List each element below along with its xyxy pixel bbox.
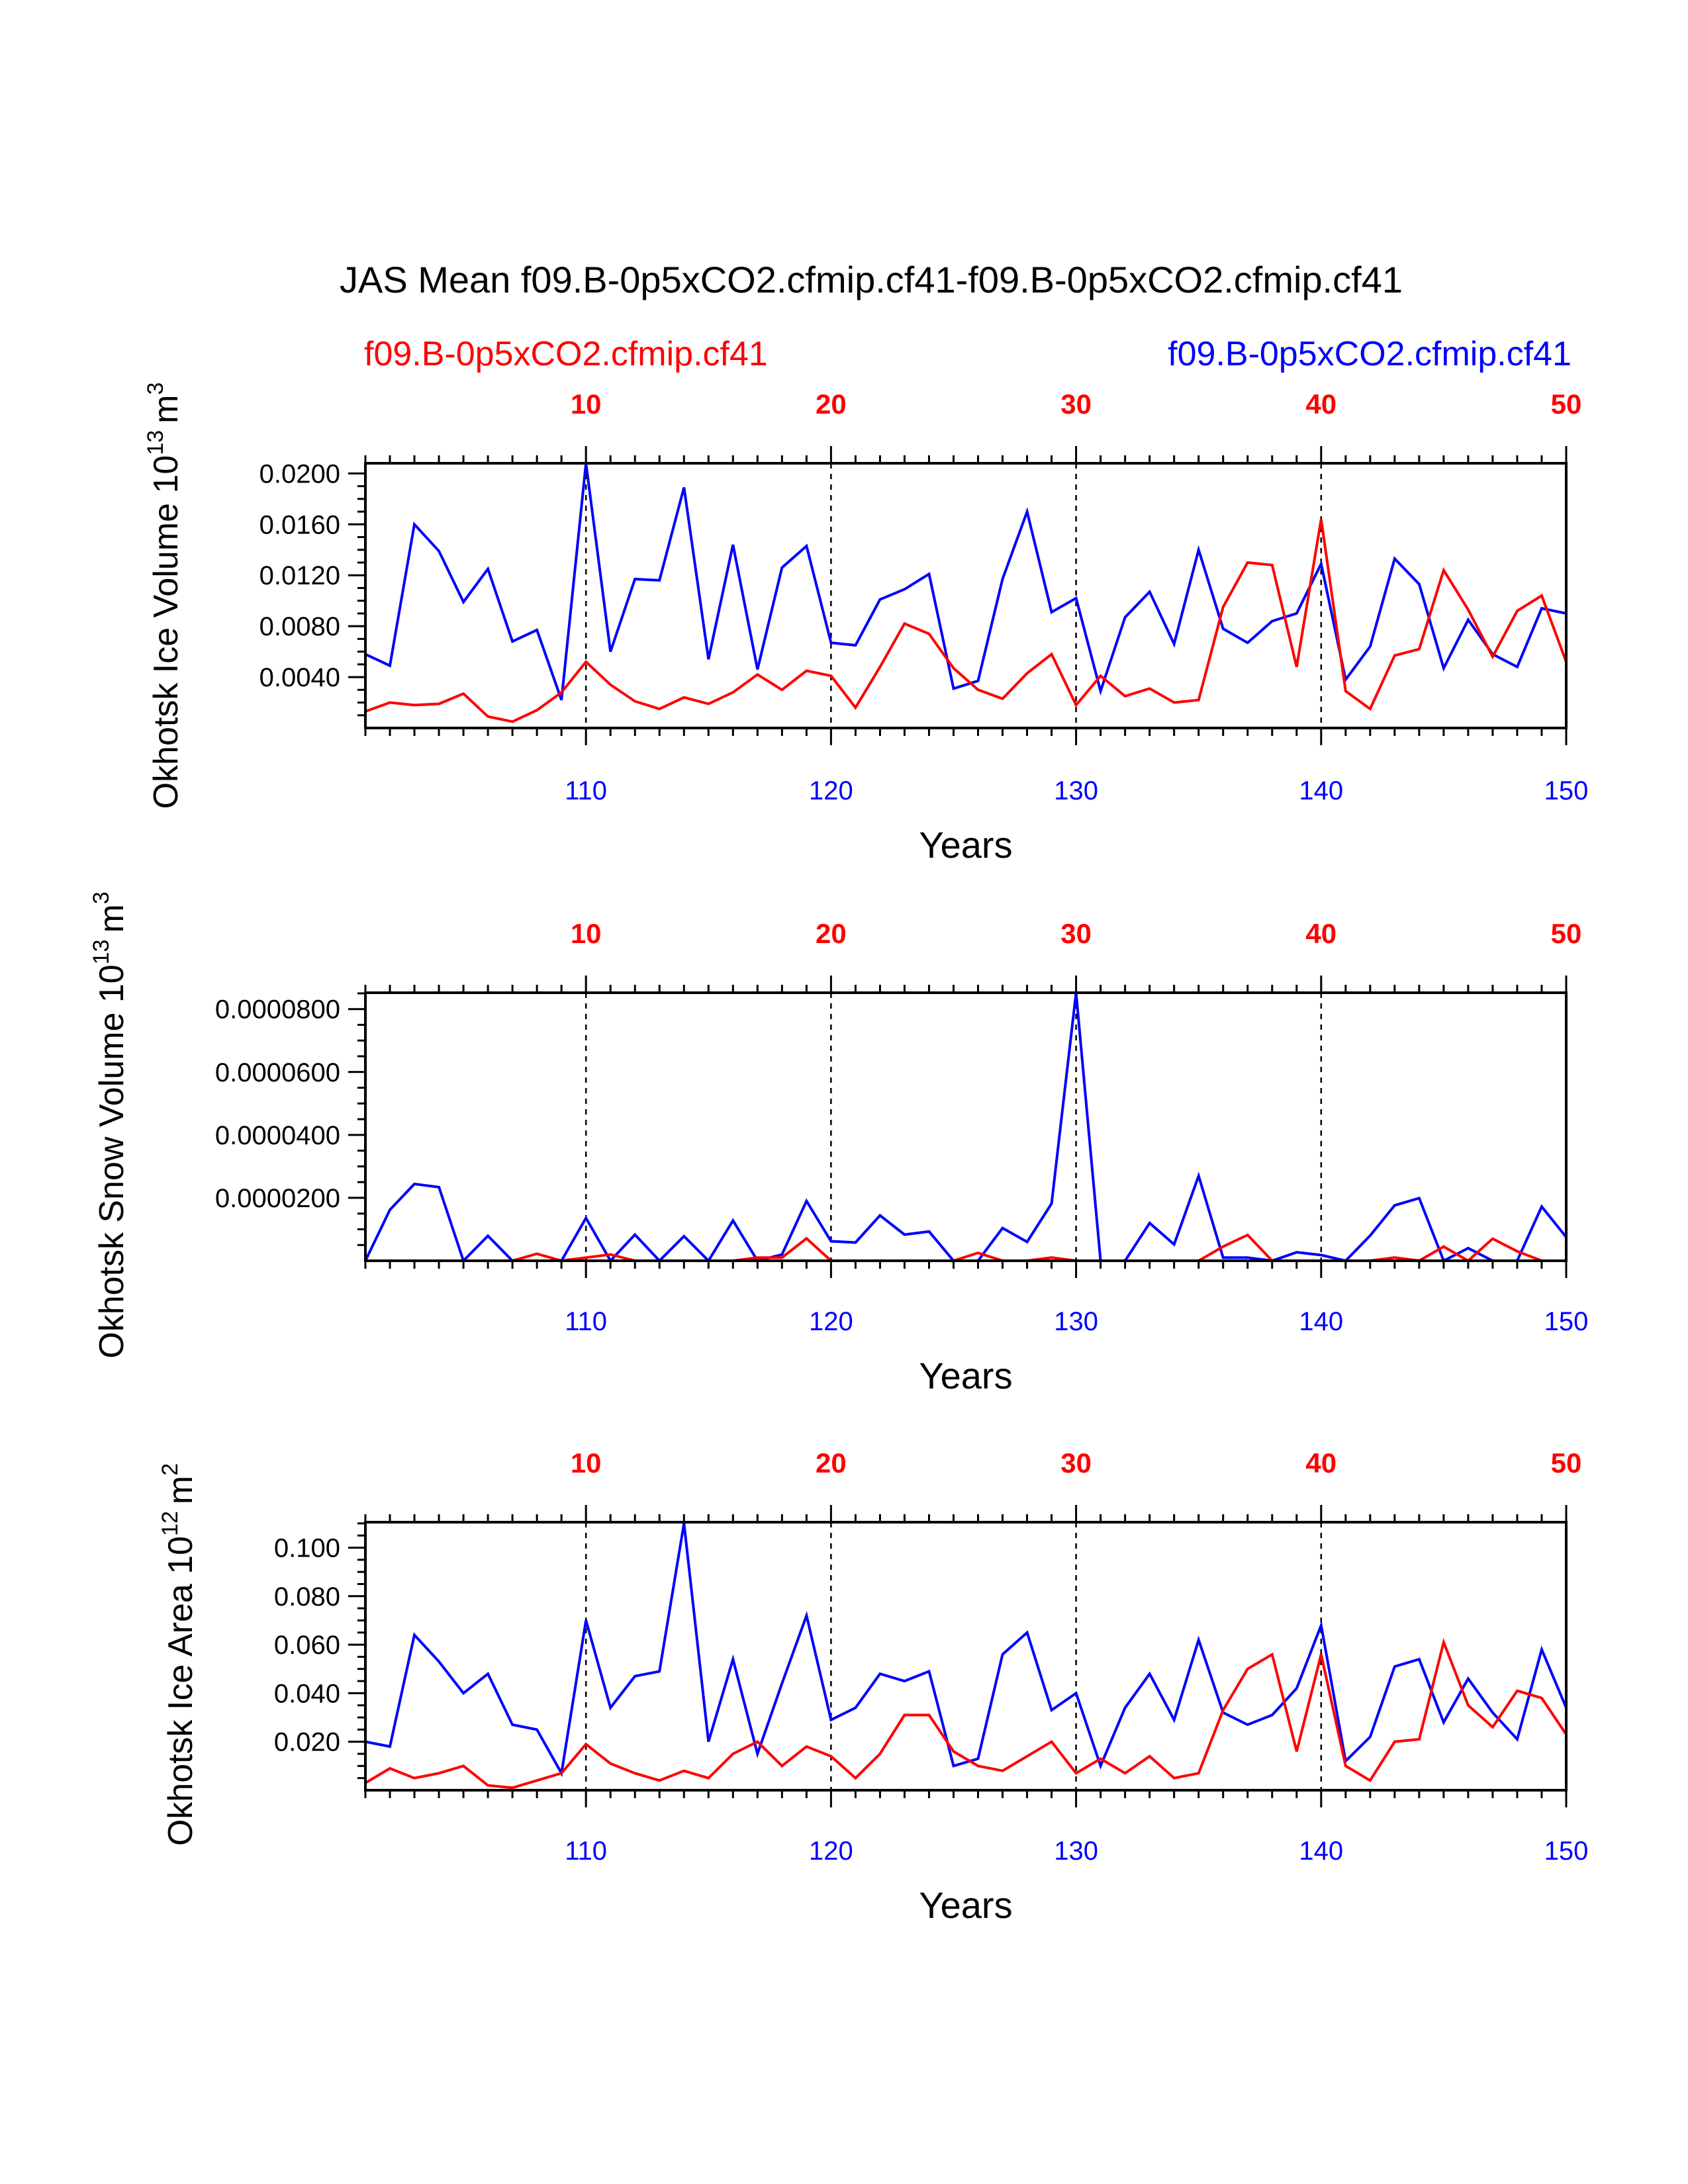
y-axis-label-text: Okhotsk Ice Volume 10: [147, 455, 185, 809]
y-tick-label: 0.0000600: [215, 1058, 340, 1087]
y-axis-label-unit: m: [93, 904, 131, 933]
y-axis-label-exponent: 13: [143, 430, 168, 455]
legend-entry-red: f09.B-0p5xCO2.cfmip.cf41: [364, 335, 768, 373]
y-tick-label: 0.0080: [259, 612, 340, 641]
y-tick-label: 0.0000400: [215, 1121, 340, 1150]
y-tick-label: 0.060: [274, 1631, 340, 1660]
x-tick-label-bottom: 120: [809, 776, 853, 805]
y-axis-label-exponent: 12: [158, 1511, 183, 1536]
x-tick-label-top: 50: [1551, 918, 1582, 949]
x-tick-label-top: 40: [1305, 388, 1336, 420]
x-tick-label-bottom: 110: [565, 1307, 607, 1336]
y-tick-label: 0.0160: [259, 510, 340, 539]
x-tick-label-top: 40: [1305, 1447, 1336, 1479]
y-tick-label: 0.040: [274, 1679, 340, 1708]
x-tick-label-bottom: 110: [565, 1837, 607, 1866]
y-tick-label: 0.0200: [259, 459, 340, 488]
y-tick-label: 0.080: [274, 1582, 340, 1612]
x-tick-label-bottom: 150: [1544, 1307, 1589, 1336]
series-red-line: [365, 1233, 1566, 1261]
figure-title: JAS Mean f09.B-0p5xCO2.cfmip.cf41-f09.B-…: [340, 259, 1403, 300]
panel-2: 110 10 120 20 130 30 140 40 150 50 0.0000200 0.0000…: [89, 891, 1588, 1396]
panel-3: 110 10 120 20 130 30 140 40 150 50 0.020 0.040 0.060…: [158, 1447, 1588, 1926]
y-tick-label: 0.0040: [259, 663, 340, 692]
x-tick-label-top: 30: [1060, 918, 1092, 949]
x-tick-label-top: 30: [1060, 1447, 1092, 1479]
x-tick-label-top: 10: [571, 918, 602, 949]
x-tick-label-bottom: 130: [1054, 776, 1098, 805]
plot-frame: [364, 1521, 1568, 1792]
x-tick-label-top: 30: [1060, 388, 1092, 420]
y-tick-label: 0.0120: [259, 561, 340, 590]
series-blue-line: [365, 992, 1566, 1261]
y-axis-label-text: Okhotsk Snow Volume 10: [93, 964, 131, 1358]
x-tick-label-bottom: 150: [1544, 776, 1589, 805]
y-tick-label: 0.0000800: [215, 995, 340, 1024]
panels: 110 10 120 20 130 30 140 40 150 50 0.0040 0.0080 0.0…: [89, 383, 1588, 1926]
x-tick-label-top: 50: [1551, 1447, 1582, 1479]
y-axis-label: Okhotsk Snow Volume 1013 m3: [89, 891, 131, 1359]
y-axis-label-unit-exponent: 3: [143, 383, 168, 395]
series-blue-line: [365, 1523, 1566, 1778]
x-tick-label-bottom: 140: [1299, 1307, 1343, 1336]
y-axis-label: Okhotsk Ice Volume 1013 m3: [143, 383, 185, 809]
panel-1: 110 10 120 20 130 30 140 40 150 50 0.0040 0.0080 0.0…: [143, 383, 1588, 866]
x-tick-label-top: 10: [571, 1447, 602, 1479]
y-axis-label-unit-exponent: 2: [158, 1463, 183, 1476]
x-tick-label-top: 20: [816, 918, 847, 949]
x-axis-label: Years: [919, 1355, 1012, 1396]
x-tick-label-top: 50: [1551, 388, 1582, 420]
plot-frame: [364, 462, 1568, 729]
x-tick-label-bottom: 130: [1054, 1837, 1098, 1866]
y-tick-label: 0.0000200: [215, 1184, 340, 1213]
y-axis-label-unit: m: [147, 395, 185, 424]
x-tick-label-bottom: 120: [809, 1307, 853, 1336]
y-axis-label-exponent: 13: [89, 939, 114, 964]
x-tick-label-bottom: 130: [1054, 1307, 1098, 1336]
plot-frame: [364, 991, 1568, 1262]
y-tick-label: 0.020: [274, 1728, 340, 1757]
x-axis-label: Years: [919, 824, 1012, 866]
y-tick-label: 0.100: [274, 1533, 340, 1563]
x-tick-label-top: 20: [816, 388, 847, 420]
x-tick-label-top: 20: [816, 1447, 847, 1479]
legend-entry-blue: f09.B-0p5xCO2.cfmip.cf41: [1168, 335, 1571, 373]
x-tick-label-top: 40: [1305, 918, 1336, 949]
y-axis-label-unit: m: [162, 1476, 200, 1504]
series-blue-line: [365, 463, 1566, 701]
y-axis-label-unit-exponent: 3: [89, 891, 114, 904]
x-tick-label-bottom: 120: [809, 1837, 853, 1866]
series-red-line: [365, 1637, 1566, 1790]
x-tick-label-bottom: 140: [1299, 776, 1343, 805]
y-axis-label: Okhotsk Ice Area 1012 m2: [158, 1463, 200, 1846]
series-red-line: [365, 519, 1566, 723]
x-axis-label: Years: [919, 1884, 1012, 1926]
x-tick-label-bottom: 140: [1299, 1837, 1343, 1866]
x-tick-label-top: 10: [571, 388, 602, 420]
y-axis-label-text: Okhotsk Ice Area 10: [162, 1536, 200, 1846]
x-tick-label-bottom: 110: [565, 776, 607, 805]
x-tick-label-bottom: 150: [1544, 1837, 1589, 1866]
